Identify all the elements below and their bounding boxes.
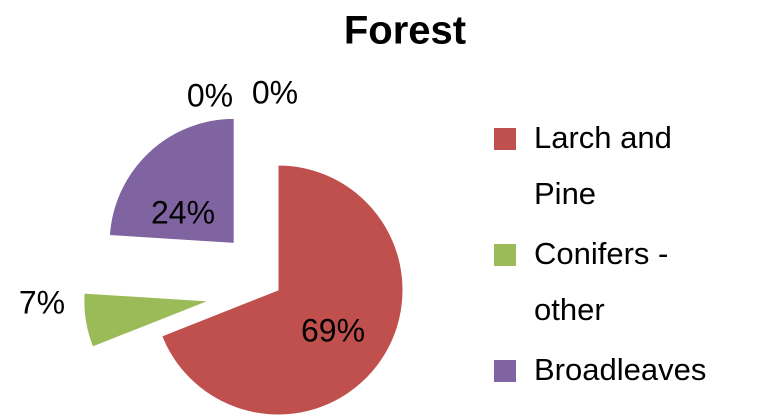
data-label: 0% — [187, 77, 233, 113]
pie-slice — [161, 164, 404, 416]
pie-slice — [83, 292, 210, 348]
data-label: 24% — [151, 194, 215, 230]
legend-item: Conifers - other — [494, 226, 724, 338]
data-label: 0% — [252, 74, 298, 110]
legend-label: Broadleaves — [534, 352, 707, 387]
legend-swatch — [494, 244, 516, 266]
legend-item: Broadleaves — [494, 342, 724, 398]
legend-label: Larch and Pine — [534, 120, 672, 211]
legend-label: Conifers - other — [534, 236, 669, 327]
data-label: 69% — [301, 312, 365, 348]
legend-swatch — [494, 128, 516, 150]
pie-slice — [108, 117, 235, 244]
legend: Larch and Pine Conifers - other Broadleave… — [494, 110, 764, 402]
chart-title: Forest — [344, 9, 466, 53]
legend-swatch — [494, 360, 516, 382]
legend-item: Larch and Pine — [494, 110, 724, 222]
data-label: 7% — [19, 284, 65, 320]
